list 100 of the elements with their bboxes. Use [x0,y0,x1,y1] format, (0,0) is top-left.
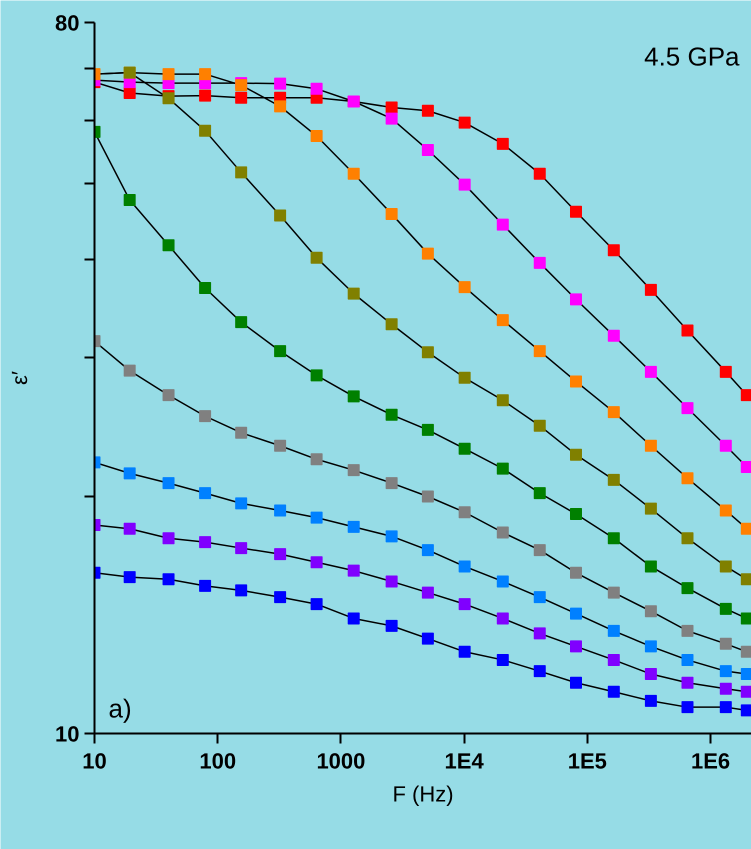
x-tick-label: 1E5 [568,748,607,774]
point [199,487,212,500]
point [310,252,323,264]
point [348,168,360,180]
point [608,624,620,637]
point [458,442,471,455]
point [570,608,582,620]
point [681,402,694,414]
point [496,462,509,475]
point [310,512,323,524]
point [235,316,248,328]
point [608,330,620,342]
point [422,544,434,556]
point [644,668,657,680]
point [235,497,248,510]
point [534,168,546,180]
point [124,522,136,535]
point [199,124,212,137]
point [496,218,509,231]
point [570,375,582,388]
point [422,490,434,502]
x-tick-label: 10 [82,748,107,774]
point [274,345,286,358]
point [348,390,360,402]
point [534,256,546,269]
point [124,194,136,206]
point [235,92,248,104]
annotation: a) [108,694,132,724]
point [496,138,509,150]
point [570,676,582,689]
point [124,571,136,584]
point [496,394,509,406]
point [534,665,546,678]
point [570,508,582,520]
point [681,676,694,689]
point [608,244,620,256]
point [235,166,248,178]
point [644,640,657,652]
point [199,90,212,102]
point [644,560,657,572]
point [458,506,471,518]
point [570,293,582,306]
point [534,487,546,500]
point [534,345,546,358]
point [534,544,546,556]
point [681,701,694,714]
point [274,100,286,112]
point [496,654,509,666]
point [608,532,620,544]
point [608,654,620,666]
point [681,532,694,544]
point [720,504,732,516]
point [422,144,434,156]
point [496,612,509,624]
point [608,406,620,418]
x-tick-label: 1E4 [444,748,484,774]
point [124,86,136,99]
point [458,646,471,658]
point [570,206,582,218]
point [681,654,694,666]
point [534,591,546,604]
point [274,209,286,222]
point [386,620,398,632]
point [496,575,509,588]
point [199,282,212,294]
point [386,318,398,330]
point [534,627,546,640]
point [310,82,323,95]
point [386,530,398,542]
point [162,68,175,80]
point [720,682,732,695]
point [644,440,657,452]
point [644,605,657,618]
x-tick-label: 100 [199,748,236,774]
point [458,372,471,384]
point [235,542,248,554]
point [720,440,732,452]
point [348,464,360,476]
point [274,504,286,516]
annotation: 4.5 GPa [644,42,740,72]
point [162,573,175,586]
point [608,474,620,486]
point [422,424,434,436]
point [570,640,582,652]
x-tick-label: 1000 [316,748,366,774]
point [199,410,212,422]
point [124,467,136,480]
y-tick-label: 80 [55,10,80,36]
point [608,586,620,599]
point [458,281,471,294]
point [608,686,620,698]
point [386,575,398,588]
point [644,694,657,707]
point [386,101,398,114]
point [348,520,360,533]
point [199,536,212,548]
point [681,324,694,336]
point [570,448,582,461]
point [720,602,732,615]
point [681,472,694,484]
